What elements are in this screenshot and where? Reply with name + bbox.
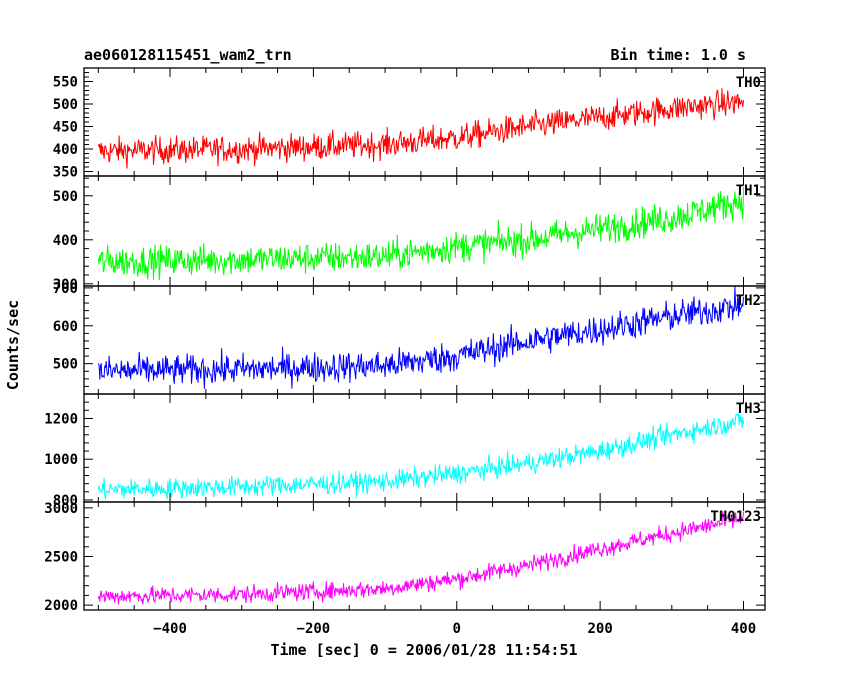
panel-th3: 800 1000 1200 TH3: [44, 393, 766, 509]
x-tick-label: −400: [153, 621, 187, 637]
panel-frame: [83, 175, 766, 287]
y-tick-label: 300: [53, 277, 78, 293]
x-axis: −400 −200 0 200 400: [153, 621, 756, 637]
y-tick-label: 700: [53, 281, 78, 297]
panel-label-th0123: TH0123: [710, 509, 761, 525]
x-tick-label: 200: [587, 621, 612, 637]
y-tick-label: 600: [53, 319, 78, 335]
panels-group: 350 400 450 500 550 TH0 300 400 500 TH1 500 600 700 T…: [44, 67, 766, 614]
y-tick-label: 450: [53, 120, 78, 136]
chart-title: ae060128115451_wam2_trn: [84, 46, 292, 64]
panel-th0123: 2000 2500 3000 TH0123: [44, 501, 766, 614]
panel-label-th3: TH3: [736, 401, 761, 417]
y-tick-label: 1000: [44, 452, 78, 468]
panel-label-th1: TH1: [736, 183, 761, 199]
y-tick-label: 500: [53, 357, 78, 373]
panel-th0: 350 400 450 500 550 TH0: [53, 67, 766, 181]
series-line-th0123: [97, 510, 744, 605]
panel-frame: [83, 285, 766, 395]
series-line-th0: [97, 88, 744, 169]
x-tick-label: −200: [297, 621, 331, 637]
y-axis-label: Counts/sec: [4, 300, 22, 390]
panel-th2: 500 600 700 TH2: [53, 281, 766, 395]
y-tick-label: 2500: [44, 549, 78, 565]
series-line-th2: [97, 286, 744, 389]
y-tick-label: 500: [53, 97, 78, 113]
panel-label-th0: TH0: [736, 75, 761, 91]
y-tick-label: 1200: [44, 411, 78, 427]
x-tick-label: 400: [731, 621, 756, 637]
y-tick-label: 500: [53, 189, 78, 205]
y-tick-label: 400: [53, 142, 78, 158]
y-tick-label: 550: [53, 75, 78, 91]
x-axis-label: Time [sec] 0 = 2006/01/28 11:54:51: [270, 641, 577, 659]
panel-th1: 300 400 500 TH1: [53, 175, 766, 293]
y-tick-label: 400: [53, 233, 78, 249]
series-line-th3: [97, 413, 744, 500]
y-tick-label: 350: [53, 165, 78, 181]
y-tick-label: 2000: [44, 598, 78, 614]
x-tick-label: 0: [453, 621, 461, 637]
y-tick-label: 800: [53, 493, 78, 509]
panel-label-th2: TH2: [736, 293, 761, 309]
y-tick-label: 3000: [44, 501, 78, 517]
bin-time-label: Bin time: 1.0 s: [611, 46, 746, 64]
series-line-th1: [97, 187, 744, 281]
